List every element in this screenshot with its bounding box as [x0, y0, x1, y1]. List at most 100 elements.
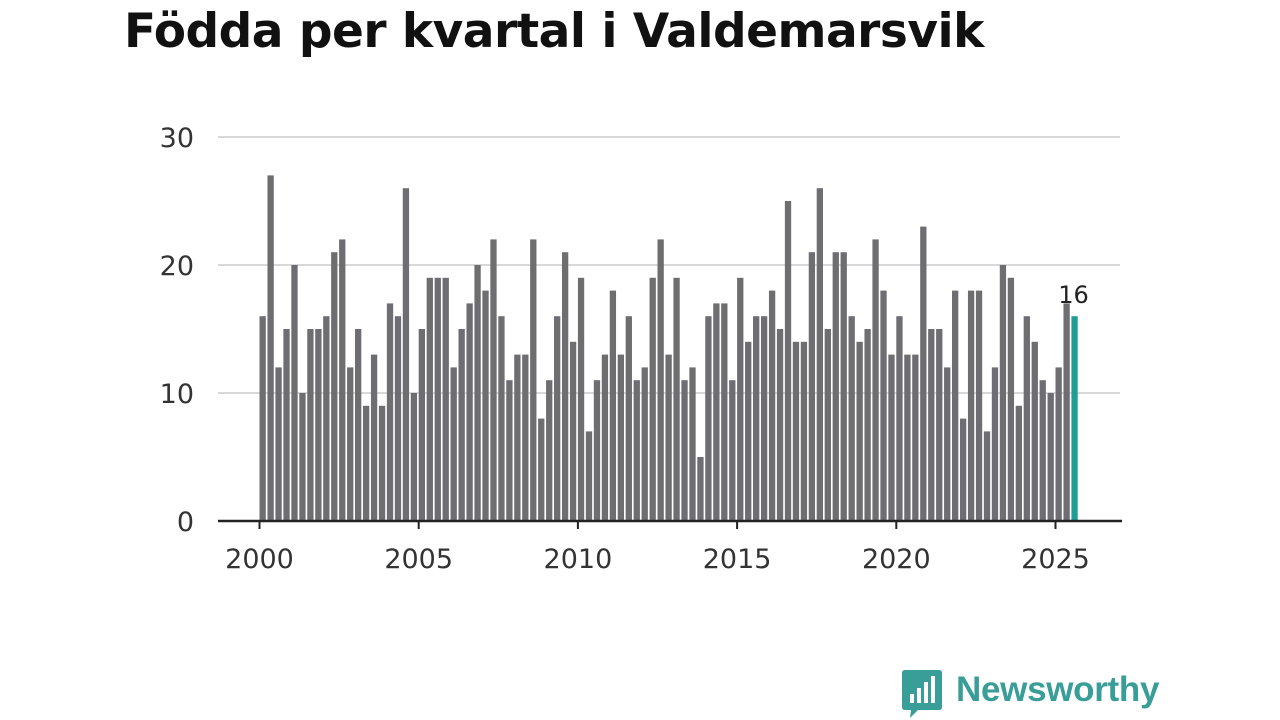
- bar: [355, 329, 362, 521]
- bar: [593, 380, 601, 521]
- chart-title: Födda per kvartal i Valdemarsvik: [124, 4, 984, 59]
- bar-chart: 0 10 20 30 16 2000 2005 2010 2015 2020 2025: [160, 123, 1122, 575]
- bar: [601, 354, 609, 521]
- bar: [729, 380, 736, 521]
- x-tick-label: 2000: [225, 544, 294, 575]
- bar: [864, 329, 871, 521]
- bar: [824, 329, 831, 521]
- bar: [1023, 316, 1030, 521]
- bar: [498, 316, 505, 521]
- bar: [307, 329, 314, 521]
- bar: [776, 329, 784, 521]
- bar: [753, 316, 760, 521]
- bar: [522, 354, 529, 521]
- bar: [506, 380, 513, 521]
- bar: [426, 277, 433, 521]
- bar: [362, 405, 370, 521]
- y-tick-label: 0: [177, 507, 194, 538]
- bars: [259, 175, 1078, 521]
- bar: [418, 329, 425, 521]
- bar: [569, 341, 577, 521]
- bar: [1031, 341, 1038, 521]
- labels: 0 10 20 30 16 2000 2005 2010 2015 2020 2025: [160, 123, 1090, 575]
- last-value-label: 16: [1058, 281, 1089, 309]
- y-tick-label: 10: [160, 379, 194, 410]
- bar: [999, 265, 1007, 521]
- bar: [1063, 303, 1070, 521]
- bar: [609, 290, 617, 521]
- bar: [944, 367, 951, 521]
- bar: [808, 252, 816, 521]
- x-tick-label: 2015: [703, 544, 772, 575]
- bar: [936, 329, 943, 521]
- bar: [1015, 405, 1022, 521]
- y-tick-label: 20: [160, 251, 194, 282]
- bar-highlighted: [1071, 316, 1078, 521]
- x-tick-label: 2020: [862, 544, 931, 575]
- bar: [1047, 393, 1054, 521]
- bar: [745, 341, 752, 521]
- bar: [402, 188, 410, 521]
- brand-name: Newsworthy: [956, 670, 1160, 709]
- bar: [410, 393, 418, 521]
- bar: [737, 277, 744, 521]
- bar: [721, 303, 728, 521]
- bar: [458, 329, 465, 521]
- bar: [760, 316, 768, 521]
- bar: [697, 457, 704, 521]
- bar: [482, 290, 489, 521]
- bar: [450, 367, 457, 521]
- bar: [331, 252, 338, 521]
- bar: [784, 201, 792, 521]
- bar: [967, 290, 975, 521]
- bar: [641, 367, 648, 521]
- bar: [442, 277, 449, 521]
- newsworthy-brand: Newsworthy: [902, 670, 1159, 720]
- bar: [577, 277, 585, 521]
- bar: [713, 303, 720, 521]
- bar: [832, 252, 839, 521]
- bar: [538, 418, 545, 521]
- bar: [370, 354, 378, 521]
- bar: [872, 239, 879, 521]
- bar: [625, 316, 632, 521]
- bar: [299, 393, 306, 521]
- bar: [291, 265, 298, 521]
- x-tick-label: 2005: [384, 544, 453, 575]
- bar: [856, 341, 863, 521]
- bar-chart-speech-bubble-icon: [902, 670, 942, 718]
- bar: [705, 316, 712, 521]
- bar: [920, 226, 927, 521]
- bar: [267, 175, 274, 521]
- bar: [1007, 277, 1015, 521]
- bar: [657, 239, 664, 521]
- bar: [912, 354, 919, 521]
- bar: [681, 380, 688, 521]
- bar: [283, 329, 290, 521]
- axes: [218, 519, 1122, 529]
- bar: [1055, 367, 1062, 521]
- bar: [983, 431, 991, 521]
- bar: [800, 341, 808, 521]
- bar: [896, 316, 903, 521]
- bar: [386, 303, 394, 521]
- bar: [466, 303, 473, 521]
- bar: [888, 354, 895, 521]
- bar: [633, 380, 640, 521]
- x-tick-label: 2025: [1021, 544, 1090, 575]
- bar: [1039, 380, 1046, 521]
- bar: [394, 316, 402, 521]
- bar: [649, 277, 656, 521]
- bar: [665, 354, 672, 521]
- bar: [378, 405, 386, 521]
- bar: [952, 290, 959, 521]
- bar: [561, 252, 569, 521]
- bar: [848, 316, 855, 521]
- bar: [347, 367, 354, 521]
- bar: [816, 188, 823, 521]
- bar: [554, 316, 561, 521]
- bar: [673, 277, 680, 521]
- y-tick-label: 30: [160, 123, 194, 154]
- bar: [959, 418, 967, 521]
- bar: [546, 380, 553, 521]
